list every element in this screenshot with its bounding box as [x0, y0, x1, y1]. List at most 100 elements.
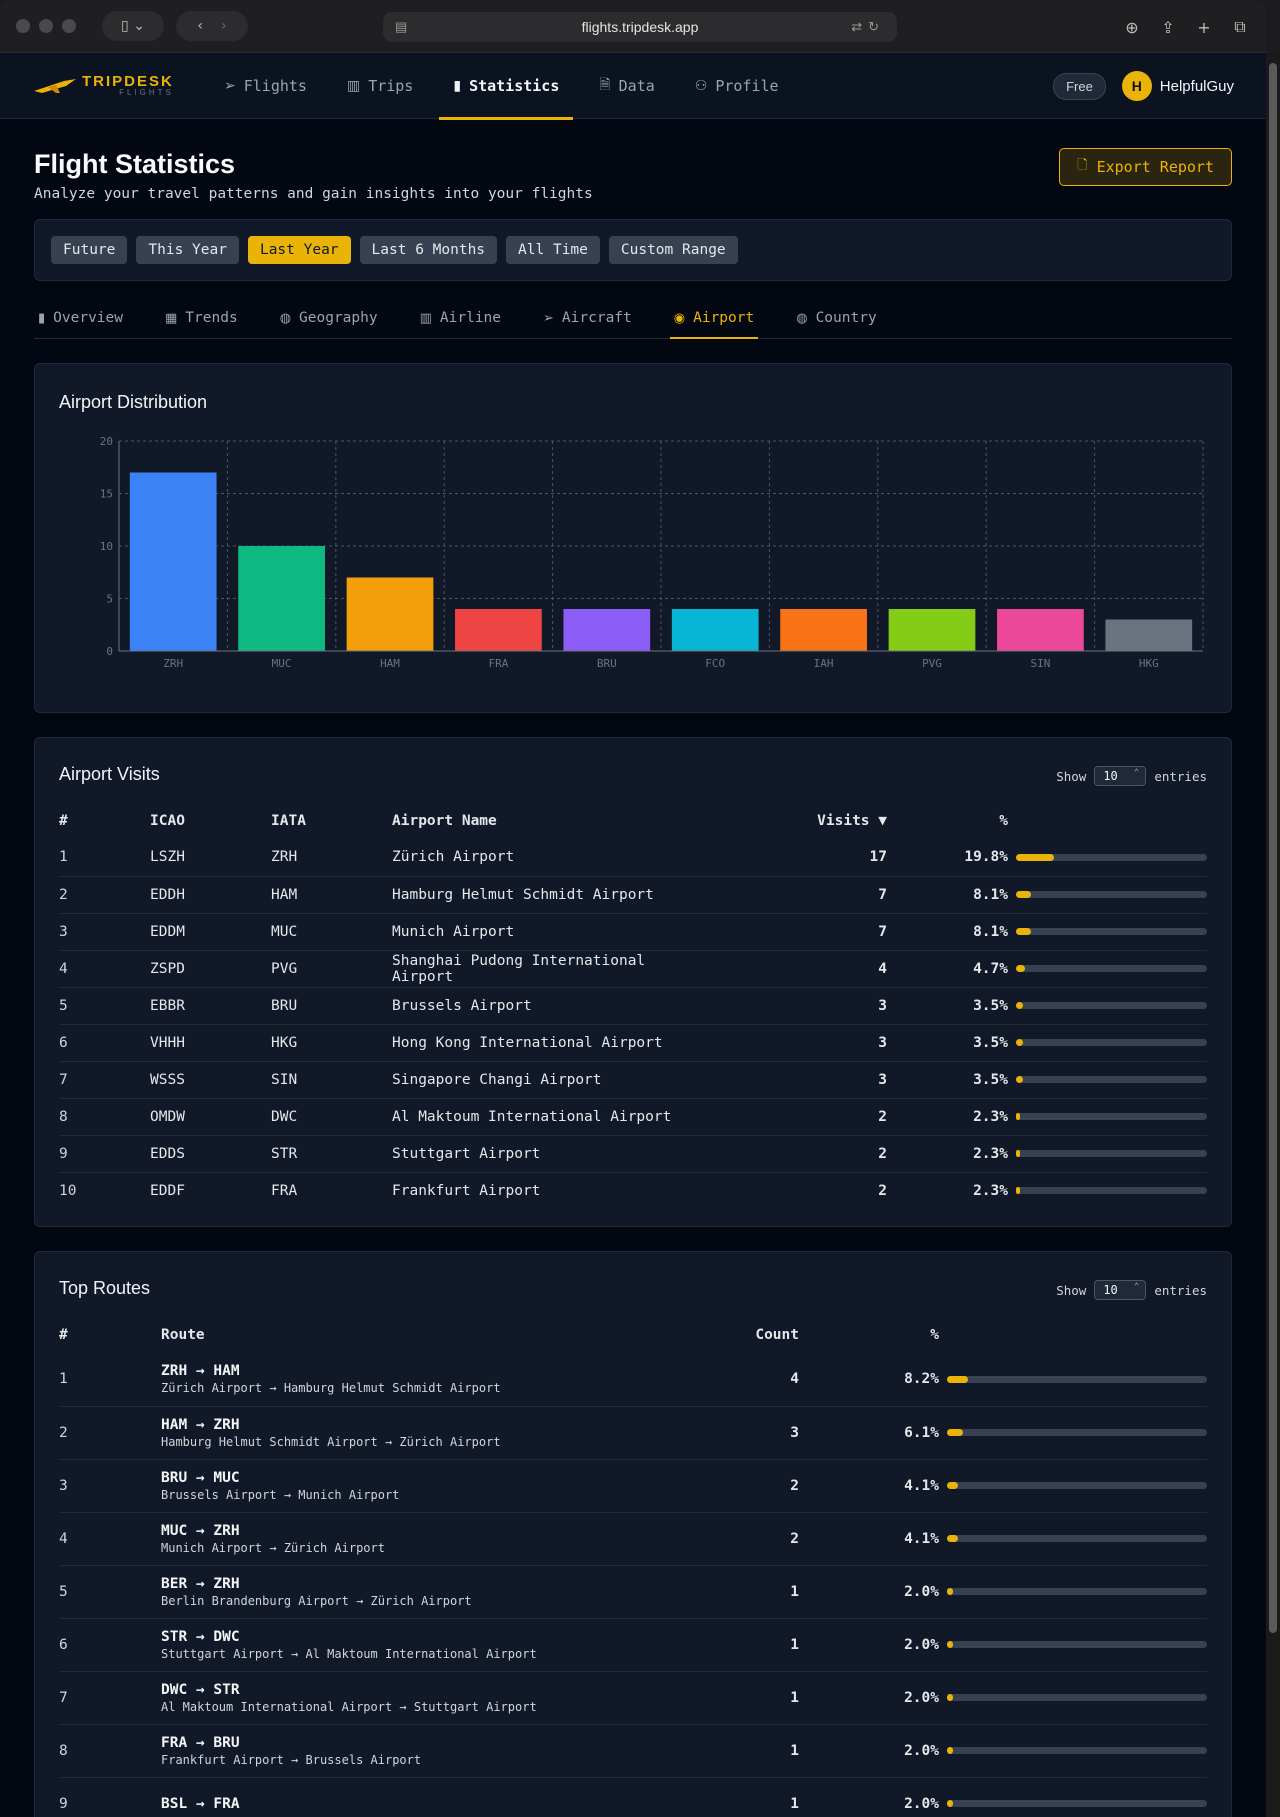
table-row[interactable]: 1 ZRH → HAM Zürich Airport → Hamburg Helmu… [59, 1353, 1207, 1406]
route-percent: 2.0% [799, 1564, 947, 1618]
table-row[interactable]: 9 BSL → FRA 1 2.0% [59, 1776, 1207, 1817]
table-row[interactable]: 1 LSZH ZRH Zürich Airport 17 19.8% [59, 839, 1207, 876]
percent-bar-cell [947, 1723, 1207, 1777]
percent-bar [947, 1588, 1207, 1595]
route-code: STR → DWC [161, 1628, 240, 1645]
route-code: BRU → MUC [161, 1469, 240, 1486]
back-icon[interactable]: ‹ [197, 18, 203, 34]
tab-aircraft[interactable]: ➢ Aircraft [543, 310, 632, 326]
chart-title: Airport Distribution [59, 392, 208, 412]
table-row[interactable]: 8 FRA → BRU Frankfurt Airport → Brussels A… [59, 1723, 1207, 1777]
logo-main-text: TRIPDESK [82, 73, 174, 90]
download-icon[interactable]: ⊕ [1125, 17, 1139, 37]
route-airport-names: Zürich Airport → Hamburg Helmut Schmidt … [161, 1381, 501, 1396]
table-row[interactable]: 8 OMDW DWC Al Maktoum International Airport… [59, 1097, 1207, 1135]
table-row[interactable]: 5 BER → ZRH Berlin Brandenburg Airport → Z… [59, 1564, 1207, 1618]
percent-bar [947, 1429, 1207, 1436]
reload-icon[interactable]: ⇄↻ [851, 19, 885, 34]
table-row[interactable]: 3 EDDM MUC Munich Airport 7 8.1% [59, 912, 1207, 950]
table-row[interactable]: 9 EDDS STR Stuttgart Airport 2 2.3% [59, 1134, 1207, 1172]
table-row[interactable]: 5 EBBR BRU Brussels Airport 3 3.5% [59, 986, 1207, 1024]
filter-chip[interactable]: This Year [136, 236, 239, 264]
nav-statistics[interactable]: ▮ Statistics [433, 53, 579, 120]
pin-icon: ◉ [673, 310, 686, 326]
icao-code: LSZH [150, 849, 185, 866]
table-row[interactable]: 6 VHHH HKG Hong Kong International Airport 3… [59, 1023, 1207, 1061]
table-row[interactable]: 7 WSSS SIN Singapore Changi Airport 3 3.5% [59, 1060, 1207, 1098]
filter-chip[interactable]: All Time [506, 236, 600, 264]
table-row[interactable]: 7 DWC → STR Al Maktoum International Airpo… [59, 1670, 1207, 1724]
history-nav: ‹ › [176, 11, 248, 41]
airport-name: Munich Airport [392, 912, 712, 950]
table-row[interactable]: 2 HAM → ZRH Hamburg Helmut Schmidt Airport… [59, 1405, 1207, 1459]
percent-bar [1016, 1002, 1207, 1009]
tripdesk-logo[interactable]: TRIPDESK FLIGHTS [34, 74, 204, 97]
filter-chip[interactable]: Last Year [247, 236, 351, 264]
export-report-button[interactable]: 🗋 Export Report [1059, 148, 1232, 186]
iata-code: ZRH [271, 849, 298, 866]
table-row[interactable]: 2 EDDH HAM Hamburg Helmut Schmidt Airport 7 8… [59, 875, 1207, 913]
entries-select[interactable]: 10 [1094, 1280, 1147, 1300]
tab-country[interactable]: ◍ Country [796, 310, 877, 326]
nav-profile[interactable]: ⚇ Profile [694, 76, 779, 95]
zoom-window-button[interactable] [62, 19, 76, 33]
visit-percent: 3.5% [887, 986, 1016, 1024]
row-index: 2 [59, 1405, 161, 1459]
table-row[interactable]: 4 MUC → ZRH Munich Airport → Zürich Airpor… [59, 1511, 1207, 1565]
route-count: 1 [691, 1670, 799, 1724]
user-menu[interactable]: H HelpfulGuy [1121, 71, 1234, 101]
airport-name: Zürich Airport [392, 849, 515, 866]
forward-icon[interactable]: › [221, 18, 227, 34]
nav-flights[interactable]: ➢ Flights [224, 76, 307, 95]
share-icon[interactable]: ⇪ [1161, 17, 1175, 37]
percent-bar-cell [1016, 1060, 1207, 1098]
tab-overview-icon[interactable]: ⧉ [1234, 17, 1246, 36]
scrollbar-thumb[interactable] [1269, 63, 1277, 1633]
bar-chart-icon: ▮ [38, 310, 46, 326]
filter-chip[interactable]: Future [51, 236, 128, 264]
tab-overview[interactable]: ▮ Overview [38, 310, 123, 326]
route-code: BER → ZRH [161, 1575, 240, 1592]
tab-geography[interactable]: ◍ Geography [279, 310, 378, 326]
percent-bar-cell [1016, 949, 1207, 987]
column-header[interactable]: Visits ▼ [817, 813, 887, 829]
percent-bar-fill [947, 1588, 953, 1595]
nav-trips[interactable]: ▥ Trips [346, 76, 414, 95]
table-row[interactable]: 10 EDDF FRA Frankfurt Airport 2 2.3% [59, 1171, 1207, 1209]
route-count: 2 [691, 1458, 799, 1512]
tab-airport[interactable]: ◉ Airport [669, 298, 759, 339]
nav-data[interactable]: 🗎 Data [579, 53, 674, 119]
logo-sub-text: FLIGHTS [119, 88, 174, 97]
main-nav: ➢ Flights ▥ Trips ▮ Statistics 🗎 Data ⚇ Profi… [204, 53, 799, 120]
address-bar[interactable]: ▤ flights.tripdesk.app ⇄↻ [383, 12, 897, 42]
column-header: IATA [271, 813, 306, 829]
tab-airline[interactable]: ▥ Airline [419, 310, 502, 326]
y-tick-label: 5 [106, 593, 113, 606]
page-scrollbar[interactable] [1266, 53, 1280, 1817]
icao-code: EDDH [150, 875, 271, 913]
sidebar-toggle-button[interactable]: ▯ ⌄ [102, 11, 164, 41]
filter-chip[interactable]: Custom Range [608, 236, 738, 264]
statistics-tabs: ▮ Overview ▦ Trends ◍ Geography ▥ Airline ➢ Aircr… [34, 281, 1232, 339]
table-row[interactable]: 4 ZSPD PVG Shanghai Pudong International Ai… [59, 949, 1207, 987]
route-airport-names: Stuttgart Airport → Al Maktoum Internati… [161, 1646, 537, 1661]
visit-count: 3 [712, 1060, 887, 1098]
percent-bar-fill [1016, 853, 1054, 861]
percent-bar [1016, 1187, 1207, 1195]
filter-chip[interactable]: Last 6 Months [359, 236, 498, 264]
user-icon: ⚇ [694, 77, 708, 94]
entries-select[interactable]: 10 [1094, 766, 1147, 786]
route-code: FRA → BRU [161, 1734, 240, 1751]
route-code: HAM → ZRH [161, 1416, 240, 1433]
percent-bar-fill [1016, 1076, 1023, 1083]
new-tab-icon[interactable]: + [1197, 17, 1211, 37]
page-settings-icon[interactable]: ▤ [395, 19, 408, 34]
close-window-button[interactable] [16, 19, 30, 33]
percent-bar-fill [1016, 928, 1032, 935]
tab-trends[interactable]: ▦ Trends [165, 310, 238, 326]
minimize-window-button[interactable] [39, 19, 53, 33]
table-row[interactable]: 3 BRU → MUC Brussels Airport → Munich Airp… [59, 1458, 1207, 1512]
x-tick-label: HAM [380, 657, 400, 670]
table-row[interactable]: 6 STR → DWC Stuttgart Airport → Al Maktoum… [59, 1617, 1207, 1671]
row-index: 4 [59, 1511, 161, 1565]
